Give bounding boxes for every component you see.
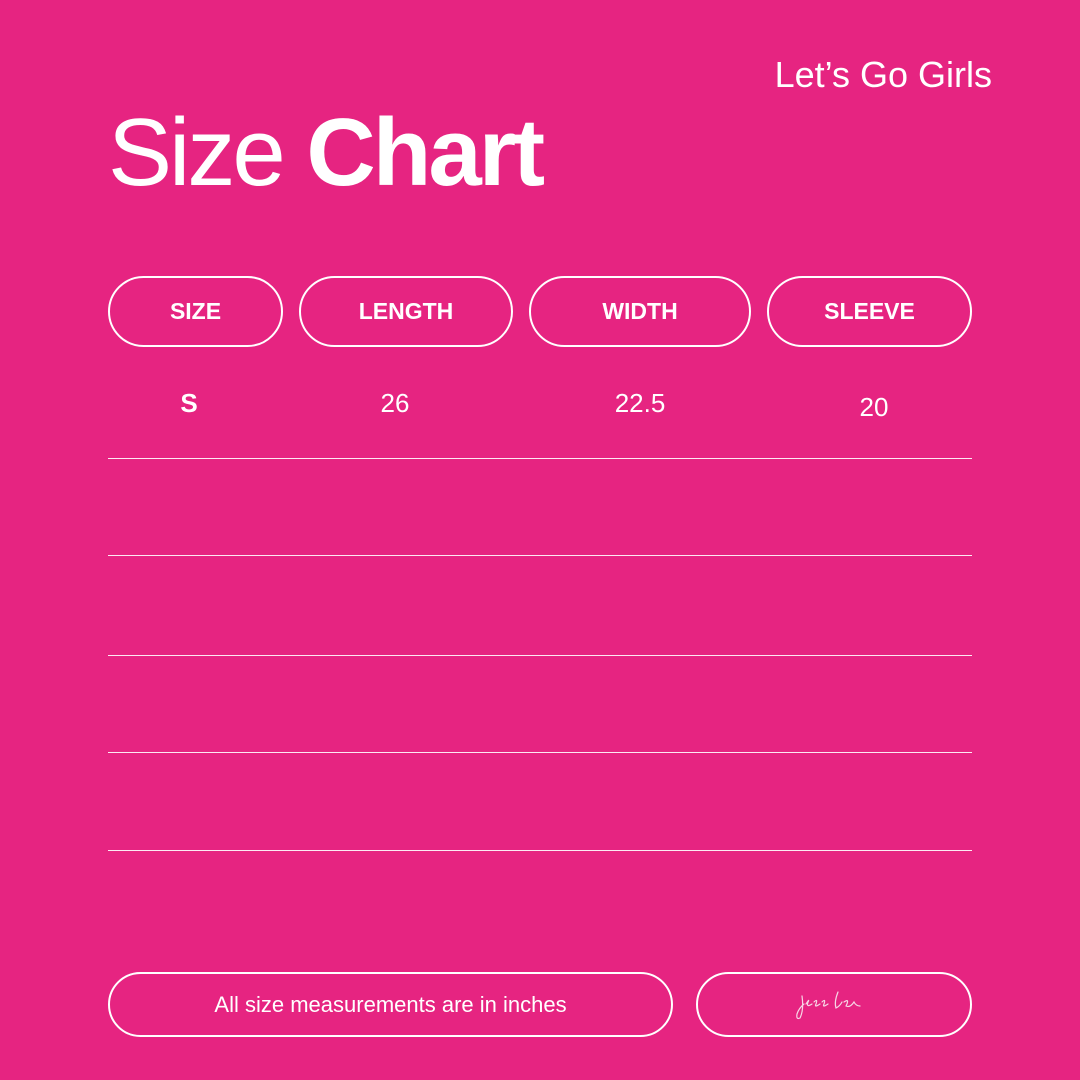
header-sleeve: SLEEVE: [767, 276, 972, 347]
header-length: LENGTH: [299, 276, 513, 347]
row-divider: [108, 655, 972, 656]
measurement-note: All size measurements are in inches: [108, 972, 673, 1037]
cell-sleeve: 20: [859, 392, 889, 422]
row-divider: [108, 752, 972, 753]
title-bold: Chart: [306, 99, 545, 206]
title-regular: Size: [108, 99, 286, 206]
cell-length: 26: [380, 388, 410, 418]
page-title: Size Chart: [108, 99, 545, 206]
header-size: SIZE: [108, 276, 283, 347]
row-divider: [108, 555, 972, 556]
row-divider: [108, 850, 972, 851]
row-divider: [108, 458, 972, 459]
signature-image: [796, 990, 861, 1019]
cell-width: 22.5: [614, 388, 666, 418]
signature-box: [696, 972, 972, 1037]
brand-name: Let’s Go Girls: [774, 54, 992, 95]
cell-size: S: [180, 388, 198, 418]
header-width: WIDTH: [529, 276, 751, 347]
